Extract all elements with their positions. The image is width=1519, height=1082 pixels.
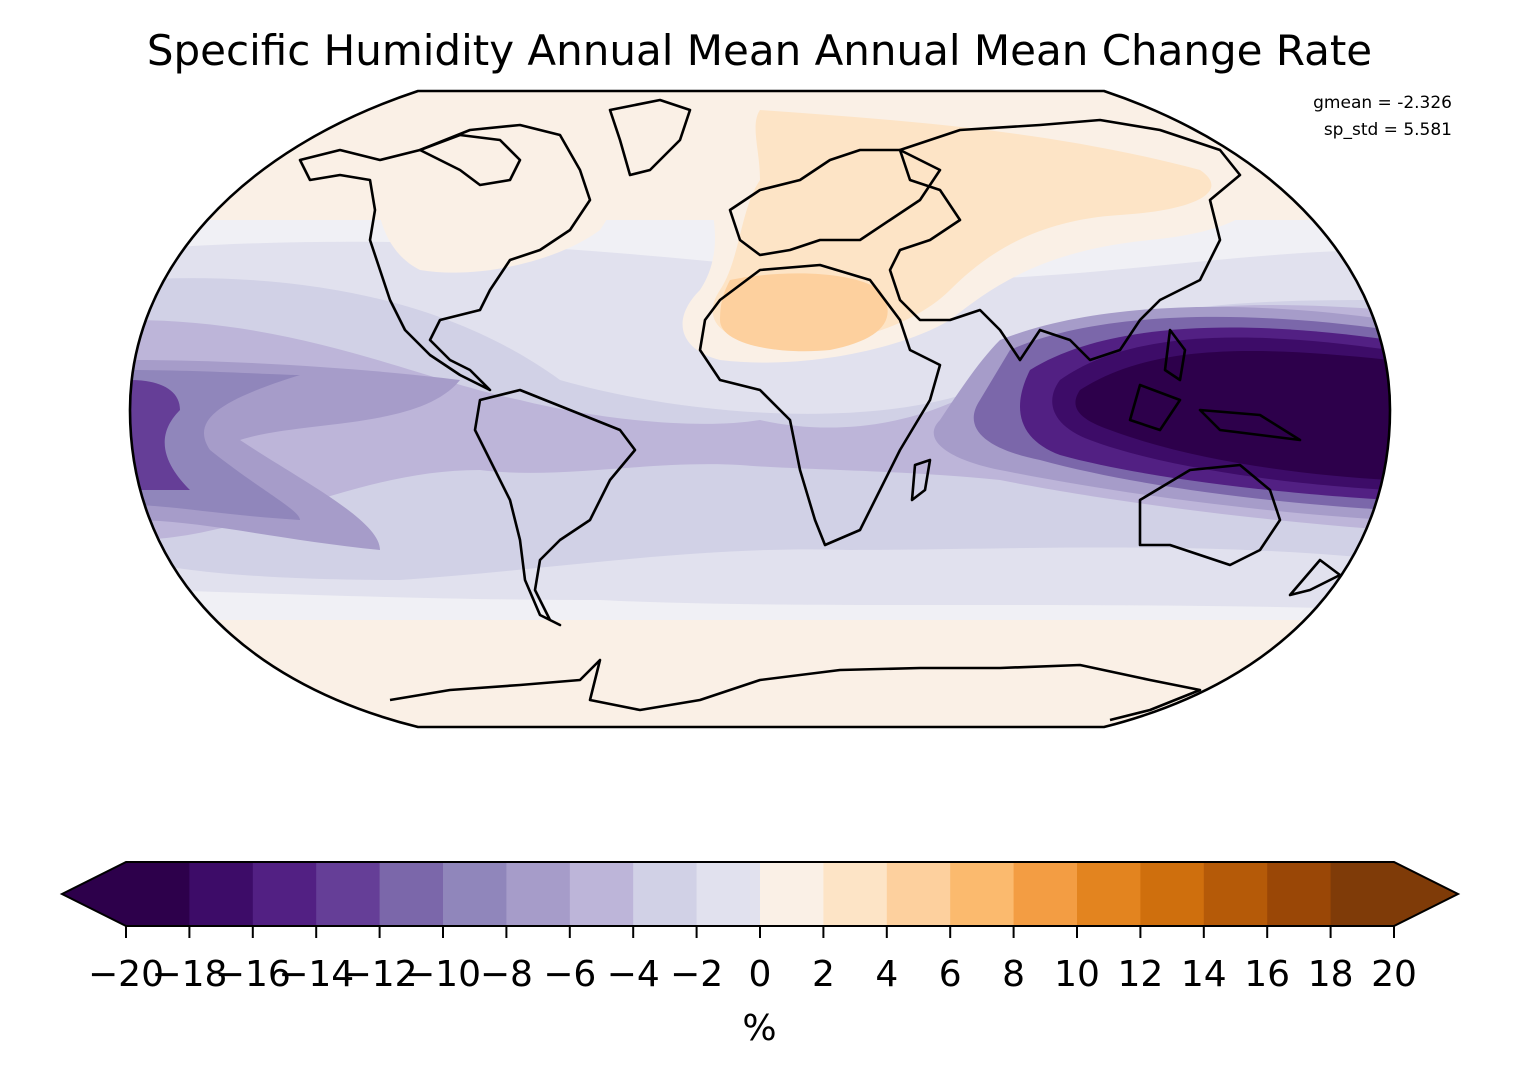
colorbar-cell — [189, 862, 254, 926]
colorbar-cell — [569, 862, 634, 926]
sp-std-label: sp_std = 5.581 — [1323, 120, 1452, 140]
colorbar-cell — [823, 862, 888, 926]
colorbar-ticks: −20−18−16−14−12−10−8 −6 −4 −2 0 2 4 6 8 10 12 14 16 1… — [88, 926, 1417, 995]
colorbar-tick-label: 8 — [1002, 954, 1025, 995]
colorbar-tick-label: 4 — [875, 954, 898, 995]
colorbar-tick-label: 20 — [1371, 954, 1417, 995]
colorbar-over-arrow — [1394, 862, 1458, 926]
globe-boundary — [128, 89, 1392, 729]
colorbar-cell — [252, 862, 317, 926]
colorbar-cell — [1140, 862, 1205, 926]
colorbar-cell — [443, 862, 507, 926]
colorbar-tick-label: −2 — [670, 954, 723, 995]
coastlines — [298, 98, 1342, 722]
colorbar-tick-label: −20 — [88, 954, 164, 995]
colorbar-cell — [1077, 862, 1141, 926]
colorbar-tick-label: −12 — [342, 954, 418, 995]
colorbar-cell — [886, 862, 951, 926]
colorbar-tick-label: −4 — [607, 954, 660, 995]
world-map — [128, 89, 1392, 729]
gmean-label: gmean = -2.326 — [1313, 93, 1452, 113]
colorbar-cell — [950, 862, 1015, 926]
colorbar-tick-label: 10 — [1054, 954, 1100, 995]
colorbar-cell — [1330, 862, 1395, 926]
plot-title: Specific Humidity Annual Mean Annual Mea… — [146, 26, 1373, 75]
colorbar-tick-label: −10 — [405, 954, 481, 995]
colorbar-cells — [126, 862, 1395, 926]
colorbar-tick-label: 14 — [1181, 954, 1227, 995]
colorbar-cell — [1267, 862, 1332, 926]
colorbar-tick-label: −16 — [215, 954, 291, 995]
colorbar-tick-label: 2 — [812, 954, 835, 995]
colorbar-tick-label: 0 — [749, 954, 772, 995]
colorbar-tick-label: −6 — [543, 954, 596, 995]
colorbar-cell — [506, 862, 571, 926]
colorbar-cell — [126, 862, 190, 926]
colorbar-tick-label: 12 — [1117, 954, 1163, 995]
colorbar-tick-label: −14 — [278, 954, 354, 995]
colorbar-cell — [633, 862, 698, 926]
colorbar-tick-label: −18 — [151, 954, 227, 995]
colorbar-cell — [760, 862, 824, 926]
colorbar-tick-label: 6 — [939, 954, 962, 995]
colorbar-cell — [1013, 862, 1078, 926]
colorbar-cell — [316, 862, 381, 926]
colorbar-tick-label: 16 — [1244, 954, 1290, 995]
colorbar-cell — [379, 862, 444, 926]
colorbar-unit-label: % — [742, 1008, 777, 1049]
colorbar-cell — [696, 862, 761, 926]
colorbar-tick-label: 18 — [1308, 954, 1354, 995]
colorbar-tick-label: −8 — [480, 954, 533, 995]
colorbar-under-arrow — [62, 862, 126, 926]
colorbar-cell — [1203, 862, 1268, 926]
